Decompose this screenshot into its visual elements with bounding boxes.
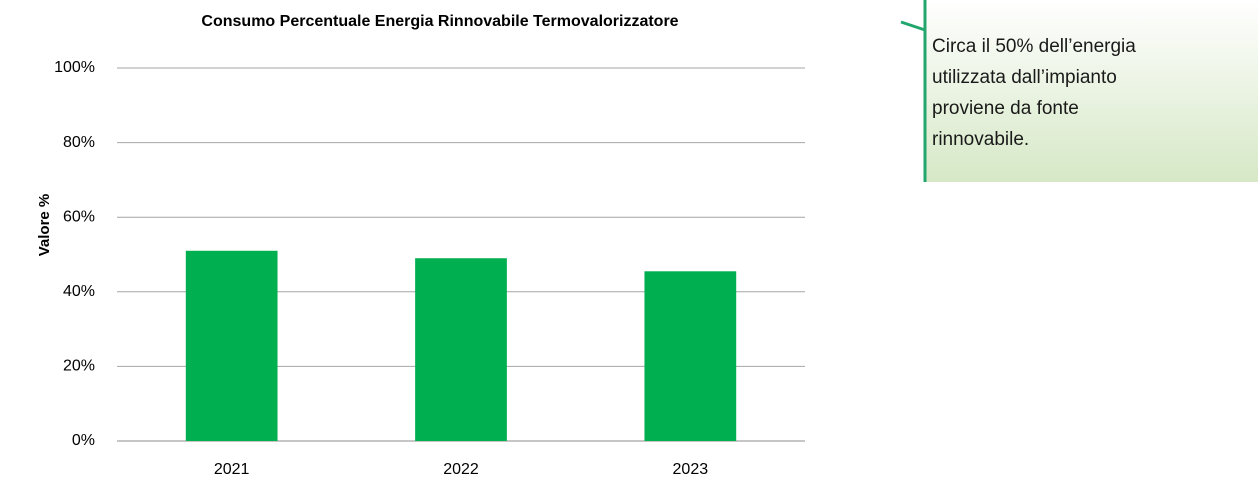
- callout-text: utilizzata dall’impianto: [932, 67, 1117, 88]
- x-tick-label: 2023: [673, 461, 709, 478]
- x-tick-label: 2022: [443, 461, 479, 478]
- x-tick-label: 2021: [214, 461, 250, 478]
- callout-text: rinnovabile.: [932, 129, 1029, 150]
- callout-pointer: [900, 20, 926, 32]
- y-tick-label: 60%: [63, 208, 95, 225]
- chart-title: Consumo Percentuale Energia Rinnovabile …: [201, 13, 678, 30]
- y-tick-label: 80%: [63, 134, 95, 151]
- bar: [185, 250, 278, 441]
- callout-text: Circa il 50% dell’energia: [932, 36, 1136, 57]
- bar: [415, 258, 507, 441]
- callout-text: proviene da fonte: [932, 98, 1079, 119]
- y-tick-label: 40%: [63, 283, 95, 300]
- y-tick-label: 100%: [54, 59, 95, 76]
- y-tick-label: 0%: [72, 432, 95, 449]
- y-tick-label: 20%: [63, 358, 95, 375]
- y-axis-label: Valore %: [36, 194, 53, 257]
- bar: [644, 271, 737, 441]
- callout-box: [925, 0, 1258, 182]
